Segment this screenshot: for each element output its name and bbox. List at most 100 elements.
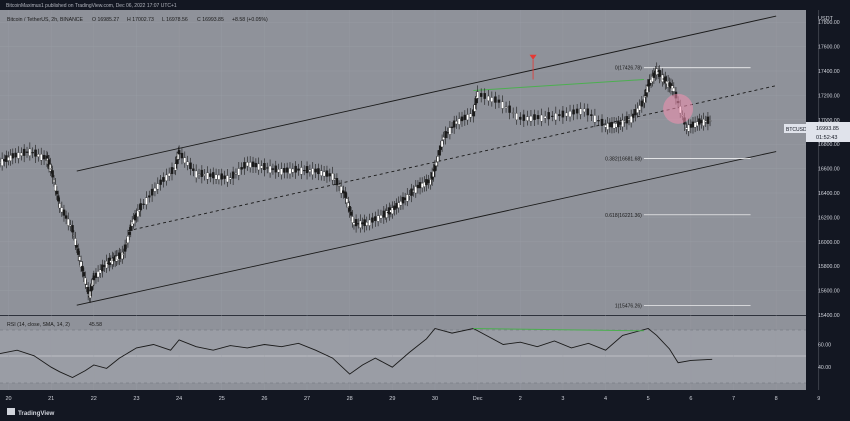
- price-candle: [69, 224, 72, 227]
- price-candle: [31, 152, 34, 154]
- time-tick-label: 20: [5, 396, 11, 402]
- price-candle: [251, 161, 255, 167]
- symbol-legend[interactable]: Bitcoin / TetherUS, 2h, BINANCE O 16985.…: [7, 17, 268, 23]
- rsi-series-layer: [0, 327, 713, 379]
- price-candle: [608, 122, 612, 128]
- tradingview-brand[interactable]: TradingView: [7, 408, 55, 417]
- price-candle: [51, 170, 54, 178]
- symbol-title[interactable]: Bitcoin / TetherUS, 2h, BINANCE: [7, 17, 84, 23]
- price-candle: [285, 167, 289, 173]
- price-candle: [412, 190, 415, 192]
- price-candle: [76, 248, 80, 255]
- time-tick-label: 26: [261, 396, 267, 402]
- price-candle: [446, 132, 450, 134]
- price-candle: [401, 196, 405, 204]
- price-candle: [14, 152, 17, 158]
- price-candle: [511, 112, 515, 114]
- price-candle: [3, 159, 6, 162]
- price-candle: [590, 114, 593, 116]
- price-candle: [698, 118, 701, 125]
- price-candle: [610, 121, 614, 128]
- price-candle: [271, 168, 275, 170]
- symbol-tag-box: [784, 124, 806, 133]
- price-candle: [455, 121, 458, 125]
- price-candle: [64, 215, 68, 219]
- price-candle: [487, 95, 490, 101]
- price-candle: [374, 216, 377, 222]
- price-candle: [351, 216, 354, 223]
- price-candle: [501, 101, 504, 109]
- time-tick-label: 3: [561, 396, 564, 402]
- price-candle: [490, 97, 494, 102]
- price-candle: [702, 119, 705, 126]
- price-candle: [385, 210, 388, 218]
- price-tag-value: 16993.85: [816, 126, 839, 132]
- price-candle: [37, 154, 40, 157]
- price-candle: [547, 112, 550, 120]
- price-candle: [217, 174, 221, 180]
- price-candle: [197, 173, 201, 175]
- price-candle: [515, 113, 518, 121]
- price-candle: [17, 152, 20, 159]
- price-candle: [254, 162, 258, 168]
- price-candle: [148, 195, 151, 198]
- price-candle: [150, 188, 154, 196]
- price-candle: [399, 201, 403, 206]
- price-candle: [554, 113, 558, 121]
- price-candle: [621, 119, 624, 127]
- price-candle: [237, 168, 241, 176]
- price-candle: [308, 169, 312, 172]
- price-candle: [397, 202, 400, 208]
- price-candle: [420, 183, 424, 188]
- price-candle: [260, 165, 263, 169]
- price-candle: [52, 180, 56, 182]
- time-tick-label: 9: [817, 396, 820, 402]
- price-candle: [437, 150, 441, 156]
- price-candle: [638, 105, 641, 111]
- price-axis-panel[interactable]: [806, 0, 850, 421]
- price-candle: [604, 124, 607, 128]
- price-candle: [651, 76, 654, 82]
- price-candle: [257, 163, 260, 171]
- price-candle: [440, 140, 444, 148]
- time-axis-labels: 20 21 22 23 24 25 26 27 28 29 30 Dec 2 3 4 5 6 7 8 9: [5, 396, 820, 402]
- price-candle: [425, 179, 428, 186]
- price-candle: [320, 170, 323, 176]
- price-candle: [600, 118, 604, 126]
- top-bar: [0, 0, 850, 10]
- price-candle: [457, 118, 461, 125]
- price-candle: [359, 220, 362, 228]
- price-axis-labels: 17800.00 17600.00 17400.00 17200.00 17000.00…: [818, 20, 840, 371]
- price-candle: [689, 124, 693, 128]
- price-candle: [243, 162, 246, 169]
- price-candle: [619, 122, 622, 125]
- price-candle: [463, 114, 467, 120]
- price-candle: [540, 114, 543, 122]
- price-candle: [450, 126, 454, 129]
- rsi-legend-label[interactable]: RSI (14, close, SMA, 14, 2): [7, 322, 70, 328]
- price-pane[interactable]: [0, 10, 806, 315]
- price-candle: [533, 114, 536, 120]
- price-candle: [632, 113, 635, 117]
- price-candle: [126, 236, 130, 244]
- price-candle: [614, 123, 618, 128]
- price-candle: [629, 115, 633, 123]
- time-axis-panel[interactable]: [0, 390, 806, 421]
- price-candle: [153, 187, 157, 192]
- time-tick-label: 24: [176, 396, 182, 402]
- price-tick-label: 16800.00: [818, 142, 840, 148]
- price-candle: [551, 115, 554, 117]
- time-tick-label: 23: [133, 396, 139, 402]
- price-candle: [274, 165, 278, 173]
- price-candle: [200, 169, 204, 177]
- price-candle: [60, 207, 64, 213]
- rsi-line: [0, 327, 713, 379]
- price-candle: [34, 149, 37, 157]
- price-candle: [84, 277, 87, 285]
- price-candle: [558, 114, 561, 117]
- currency-label: USDT: [818, 16, 834, 22]
- time-tick-label: 4: [604, 396, 607, 402]
- price-candle: [436, 156, 440, 162]
